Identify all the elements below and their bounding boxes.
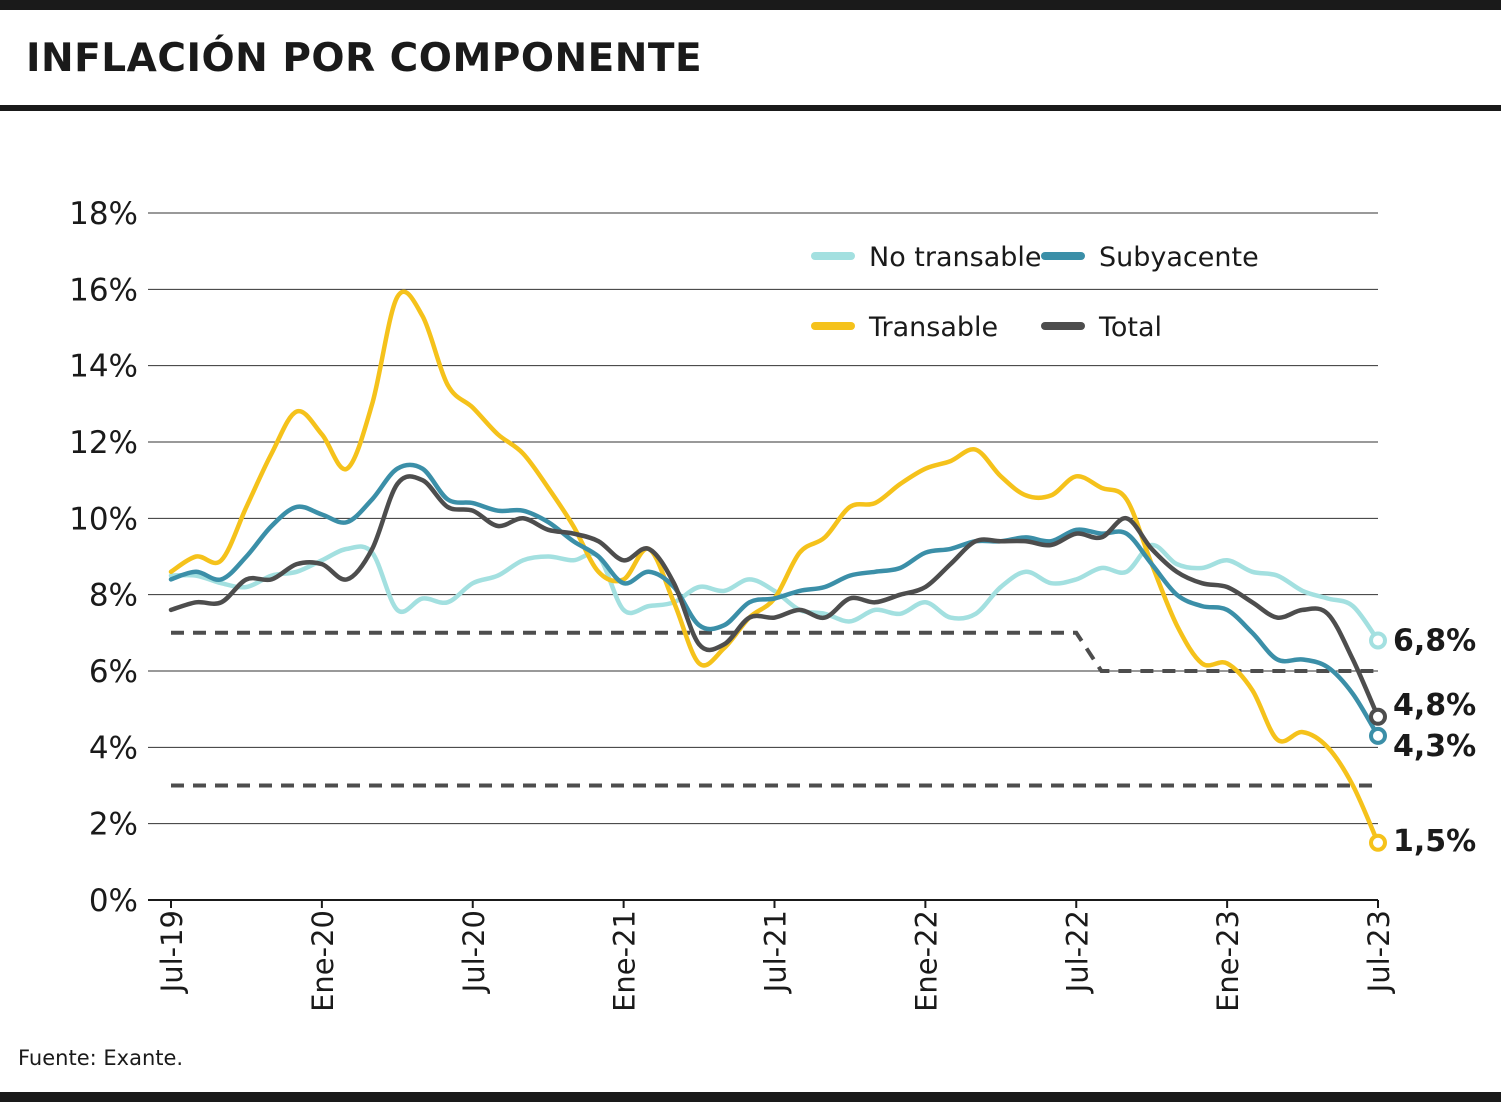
target-line <box>171 630 1378 673</box>
y-tick-label: 12% <box>69 425 138 461</box>
legend-label: No transable <box>869 242 1042 273</box>
y-tick-label: 6% <box>89 654 138 690</box>
x-tick-label: Jul-19 <box>155 910 189 994</box>
source-note: Fuente: Exante. <box>18 1046 184 1070</box>
end-marker-total <box>1369 707 1387 726</box>
y-tick-label: 16% <box>69 272 138 308</box>
y-tick-label: 18% <box>69 196 138 232</box>
chart-title: INFLACIÓN POR COMPONENTE <box>26 36 703 81</box>
end-label: 4,8% <box>1393 688 1476 723</box>
end-marker-no-transable <box>1369 631 1387 650</box>
series-line-total <box>168 474 1381 720</box>
legend: No transable Subyacente Transable Total <box>811 242 1259 343</box>
x-tick-label: Ene-20 <box>306 910 340 1012</box>
y-tick-label: 8% <box>89 578 138 614</box>
y-tick-label: 4% <box>89 730 138 766</box>
series-lines <box>168 289 1387 852</box>
legend-label: Total <box>1098 312 1162 343</box>
y-tick-label: 14% <box>69 349 138 385</box>
end-value-labels: 6,8% 4,8% 4,3% 1,5% <box>1393 623 1476 858</box>
bottom-rule <box>0 1092 1501 1102</box>
x-tick-label: Ene-22 <box>909 910 943 1012</box>
y-tick-label: 10% <box>69 501 138 537</box>
x-tick-label: Ene-23 <box>1211 910 1245 1012</box>
y-tick-label: 0% <box>89 883 138 919</box>
x-axis-ticks: Jul-19 Ene-20 Jul-20 Ene-21 Jul-21 Ene-22 Jul-… <box>155 900 1396 1012</box>
series-line-subyacente <box>168 462 1381 739</box>
end-label: 1,5% <box>1393 824 1476 859</box>
legend-label: Transable <box>868 312 998 343</box>
series-line-transable <box>168 289 1381 846</box>
legend-label: Subyacente <box>1099 242 1259 273</box>
x-tick-label: Jul-21 <box>759 910 793 994</box>
top-rule <box>0 0 1501 10</box>
title-rule <box>0 105 1501 111</box>
y-tick-label: 2% <box>89 807 138 843</box>
gridlines <box>148 212 1378 901</box>
end-label: 4,3% <box>1393 729 1476 764</box>
x-tick-label: Jul-20 <box>457 910 491 994</box>
x-tick-label: Jul-22 <box>1060 910 1094 994</box>
x-tick-label: Ene-21 <box>608 910 642 1012</box>
end-marker-transable <box>1369 833 1387 852</box>
end-label: 6,8% <box>1393 623 1476 658</box>
series-line-no-transable <box>168 542 1381 643</box>
y-axis-ticks: 0% 2% 4% 6% 8% 10% 12% 14% 16% 18% <box>69 196 138 919</box>
end-marker-subyacente <box>1369 726 1387 745</box>
x-tick-label: Jul-23 <box>1362 910 1396 994</box>
